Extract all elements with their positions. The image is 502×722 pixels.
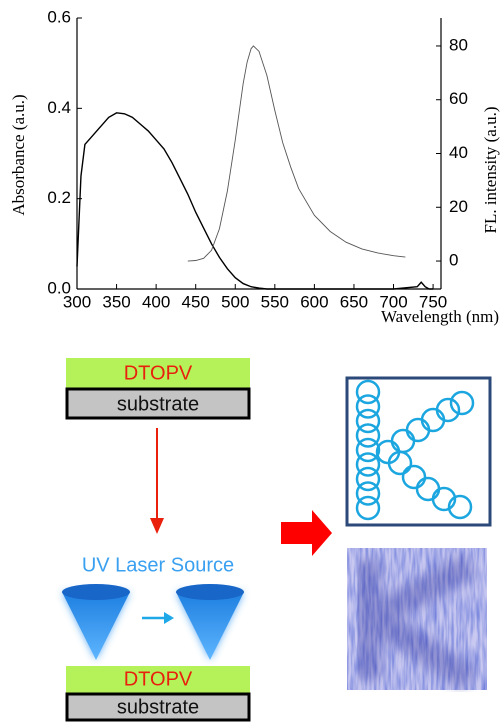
x-tick-label: 450	[182, 292, 210, 311]
film-label: DTOPV	[124, 668, 193, 690]
laser-cones	[62, 584, 244, 660]
y-tick-label: 0.2	[47, 188, 71, 207]
x-tick-label: 350	[102, 292, 130, 311]
y2-tick-label: 80	[449, 35, 468, 54]
figure: 3003504004505005506006507007500.00.20.40…	[0, 0, 502, 722]
y2-tick-label: 20	[449, 197, 468, 216]
x-tick-label: 650	[340, 292, 368, 311]
y-axis-title: Absorbance (a.u.)	[9, 94, 28, 215]
y-tick-label: 0.0	[47, 278, 71, 297]
printed-result	[347, 548, 487, 690]
diagram: DTOPV substrate UV Laser Source DTOPV su…	[62, 358, 490, 720]
data-line	[77, 113, 433, 289]
arrow-head	[150, 518, 164, 534]
x-axis-title: Wavelength (nm)	[381, 307, 499, 326]
y2-axis-title: FL. intensity (a.u.)	[481, 106, 500, 233]
pattern-box	[347, 378, 490, 525]
x-tick-label: 550	[261, 292, 289, 311]
y-tick-label: 0.4	[47, 98, 71, 117]
y2-tick-label: 60	[449, 89, 468, 108]
data-line	[188, 46, 406, 261]
x-tick-label: 400	[142, 292, 170, 311]
substrate-label: substrate	[117, 696, 199, 718]
big-arrow	[281, 510, 332, 556]
y2-tick-label: 0	[449, 251, 458, 270]
x-tick-label: 500	[221, 292, 249, 311]
film-label: DTOPV	[124, 362, 193, 384]
substrate-label: substrate	[117, 393, 199, 415]
y2-tick-label: 40	[449, 143, 468, 162]
laser-label: UV Laser Source	[82, 554, 234, 576]
x-tick-label: 600	[300, 292, 328, 311]
y-tick-label: 0.6	[47, 7, 71, 26]
